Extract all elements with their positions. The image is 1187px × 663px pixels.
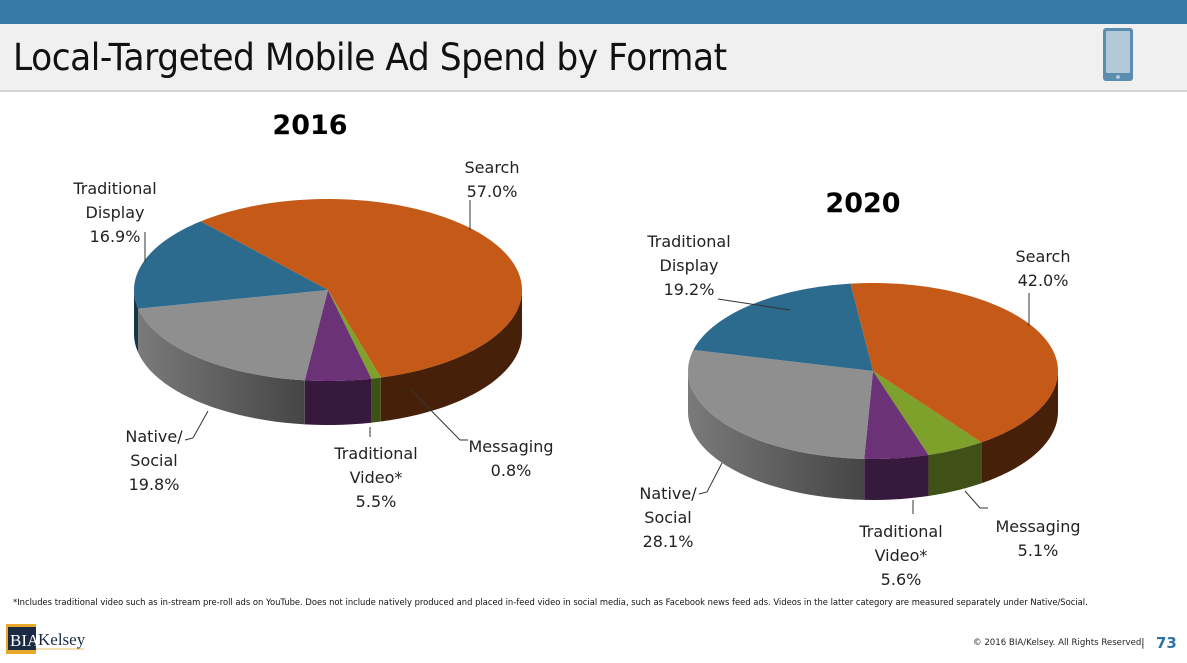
data-label: Messaging 0.8% xyxy=(468,437,553,480)
pie-side-search xyxy=(981,371,1058,484)
pie-side-messaging xyxy=(371,377,381,423)
pie-chart-2016: 2016 Search 57.0% Messaging 0.8% Traditional V… xyxy=(72,110,553,511)
pie-slice-messaging xyxy=(328,290,381,379)
pie-slice-native-social xyxy=(688,349,873,459)
pie-side-native-social xyxy=(688,371,865,500)
pie-side-traditional-video xyxy=(864,454,929,500)
bia-kelsey-logo: BIA Kelsey xyxy=(6,624,86,660)
pie-slice-search xyxy=(850,283,1058,443)
chart-title: 2016 xyxy=(272,110,347,141)
data-label: Native/Social 28.1% xyxy=(639,484,697,551)
data-label: Traditional Display 19.2% xyxy=(646,232,730,299)
pie-slice-traditional-video xyxy=(864,371,929,459)
leader-line xyxy=(184,410,209,441)
data-label: Messaging 5.1% xyxy=(995,517,1080,560)
data-label: Traditional Display 16.9% xyxy=(72,179,156,246)
logo-kelsey-text: Kelsey xyxy=(38,630,86,649)
leader-line xyxy=(698,462,723,495)
title-bar xyxy=(0,24,1187,92)
data-label: Search 42.0% xyxy=(1016,247,1071,290)
data-label: Search 57.0% xyxy=(465,158,520,201)
chart-title: 2020 xyxy=(825,188,900,219)
data-label: Traditional Video* 5.5% xyxy=(333,444,417,511)
data-label: Traditional Video* 5.6% xyxy=(858,522,942,589)
data-label: Native/Social 19.8% xyxy=(125,427,183,494)
logo-bia-text: BIA xyxy=(10,631,40,650)
leader-line xyxy=(964,490,988,509)
pie-side-search xyxy=(380,290,522,422)
pie-chart-2020: 2020 Search 42.0% Messaging 5.1% Traditional V… xyxy=(639,188,1080,589)
pie-slice-traditional-display xyxy=(134,221,328,309)
header-accent-bar xyxy=(0,0,1187,24)
pie-slice-traditional-video xyxy=(304,290,372,381)
pie-side-native-social xyxy=(138,308,305,425)
pie-slice-native-social xyxy=(138,290,328,381)
pie-sides xyxy=(134,290,522,425)
pie-top xyxy=(134,199,522,381)
slide-title: Local-Targeted Mobile Ad Spend by Format xyxy=(13,36,727,79)
pie-slice-search xyxy=(200,199,522,378)
page-number: 73 xyxy=(1156,634,1177,652)
pie-charts: 2016 Search 57.0% Messaging 0.8% Traditional V… xyxy=(72,110,1080,589)
pie-side-traditional-video xyxy=(304,378,372,425)
pie-slice-traditional-display xyxy=(693,283,873,371)
leader-line xyxy=(717,298,791,311)
mobile-phone-icon xyxy=(1102,27,1136,87)
footer-separator: | xyxy=(1141,636,1145,649)
pie-slice-messaging xyxy=(873,371,982,455)
pie-side-messaging xyxy=(928,442,982,496)
leader-line xyxy=(409,388,468,441)
pie-top xyxy=(688,283,1058,459)
footnote: *Includes traditional video such as in-s… xyxy=(13,597,1088,607)
copyright-text: © 2016 BIA/Kelsey. All Rights Reserved. xyxy=(973,638,1145,648)
pie-sides xyxy=(688,371,1058,500)
pie-side-traditional-display xyxy=(134,290,139,353)
